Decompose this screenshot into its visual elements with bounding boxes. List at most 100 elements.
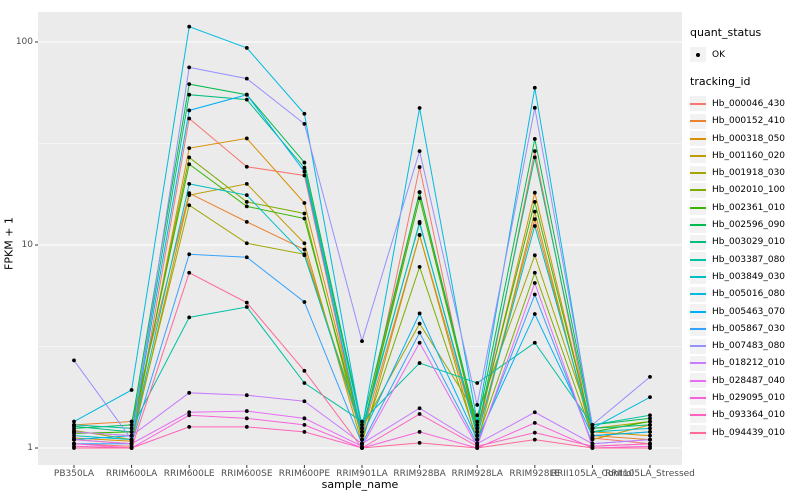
data-point <box>302 160 307 165</box>
data-point <box>590 433 595 438</box>
data-point <box>302 300 307 304</box>
legend-line-swatch <box>690 137 706 140</box>
data-point <box>129 388 134 392</box>
data-point <box>417 340 422 345</box>
legend-item-Hb_007483_080: Hb_007483_080 <box>690 337 800 354</box>
legend-title-quant-status: quant_status <box>690 26 762 39</box>
data-point <box>187 425 192 429</box>
data-point <box>302 169 307 174</box>
legend-item-Hb_000152_410: Hb_000152_410 <box>690 113 800 130</box>
legend-key-box <box>690 234 706 250</box>
data-point <box>648 446 652 450</box>
legend-line-swatch <box>690 206 706 209</box>
legend-tracking-items: Hb_000046_430 Hb_000152_410 Hb_000318_050 H… <box>690 95 800 441</box>
x-tick-label: RRIM928LA <box>451 469 503 479</box>
legend-item-label: Hb_005016_080 <box>712 289 786 300</box>
data-point <box>72 437 76 442</box>
data-point <box>360 446 364 450</box>
legend-key-box <box>690 182 706 198</box>
x-tick-label: PB350LA <box>53 469 95 479</box>
legend-item-label: Hb_028487_040 <box>712 375 786 386</box>
data-point <box>648 374 652 379</box>
data-point <box>360 426 364 431</box>
data-point <box>532 270 537 275</box>
legend-key-box <box>690 148 706 164</box>
legend-item-Hb_005016_080: Hb_005016_080 <box>690 286 800 303</box>
data-point <box>72 446 76 450</box>
legend-item-label: Hb_001160_020 <box>712 150 786 161</box>
x-tick-label: RRII105LA_Control <box>550 469 635 479</box>
data-point <box>187 270 192 275</box>
data-point <box>302 165 307 170</box>
legend-key-box <box>690 96 706 112</box>
data-point <box>187 146 192 151</box>
data-point <box>129 419 134 424</box>
data-point <box>302 416 307 421</box>
data-point <box>532 340 537 345</box>
legend-line-swatch <box>690 431 706 434</box>
data-point <box>532 420 537 425</box>
panel-background <box>38 12 682 465</box>
legend-item-label: Hb_000318_050 <box>712 133 786 144</box>
data-point <box>187 82 192 87</box>
data-point <box>72 430 76 434</box>
legend-key-box <box>690 200 706 216</box>
legend-item-label: Hb_003029_010 <box>712 237 786 248</box>
data-point <box>532 292 537 297</box>
data-point <box>187 181 192 186</box>
legend-line-swatch <box>690 345 706 348</box>
y-tick-label: 10 <box>21 239 33 250</box>
data-point <box>129 430 134 434</box>
legend-key-box <box>690 113 706 129</box>
data-point <box>187 413 192 418</box>
data-point <box>417 330 422 335</box>
legend-key-box <box>690 47 706 63</box>
data-point <box>187 162 192 167</box>
legend-line-swatch <box>690 172 706 175</box>
data-point <box>72 419 76 424</box>
data-point <box>648 437 652 442</box>
legend-item-Hb_002596_090: Hb_002596_090 <box>690 216 800 233</box>
data-point <box>72 358 76 363</box>
data-point <box>475 413 480 418</box>
data-point <box>360 437 364 442</box>
data-point <box>187 65 192 70</box>
data-point <box>417 149 422 154</box>
data-point <box>187 252 192 257</box>
data-point <box>475 381 480 385</box>
data-point <box>244 305 249 309</box>
legend-item-label: Hb_094439_010 <box>712 427 786 438</box>
data-point <box>302 241 307 246</box>
data-point <box>532 209 537 214</box>
legend-item-Hb_003029_010: Hb_003029_010 <box>690 234 800 251</box>
legend-title-tracking-id: tracking_id <box>690 75 751 89</box>
legend-item-label: Hb_002010_100 <box>712 185 786 196</box>
legend-line-swatch <box>690 241 706 244</box>
data-point <box>475 426 480 431</box>
data-point <box>532 224 537 228</box>
data-point <box>302 111 307 116</box>
legend-key-box <box>690 286 706 302</box>
data-point <box>187 315 192 320</box>
data-point <box>590 422 595 427</box>
data-point <box>244 193 249 198</box>
data-point <box>360 433 364 438</box>
legend-item-Hb_028487_040: Hb_028487_040 <box>690 372 800 389</box>
data-point <box>244 97 249 102</box>
x-tick-label: RRII105LA_Stressed <box>605 469 695 479</box>
data-point <box>302 201 307 205</box>
data-point <box>532 430 537 435</box>
legend-item-label: Hb_003849_030 <box>712 271 786 282</box>
data-point <box>244 219 249 224</box>
legend-item-Hb_000046_430: Hb_000046_430 <box>690 95 800 112</box>
data-point <box>532 312 537 316</box>
data-point <box>302 381 307 385</box>
data-point <box>417 196 422 201</box>
data-point <box>244 241 249 246</box>
legend-item-label: Hb_029095_010 <box>712 392 786 403</box>
data-point <box>475 433 480 438</box>
legend-item-Hb_094439_010: Hb_094439_010 <box>690 424 800 441</box>
data-point <box>302 173 307 178</box>
data-point <box>244 46 249 50</box>
data-point <box>532 155 537 160</box>
